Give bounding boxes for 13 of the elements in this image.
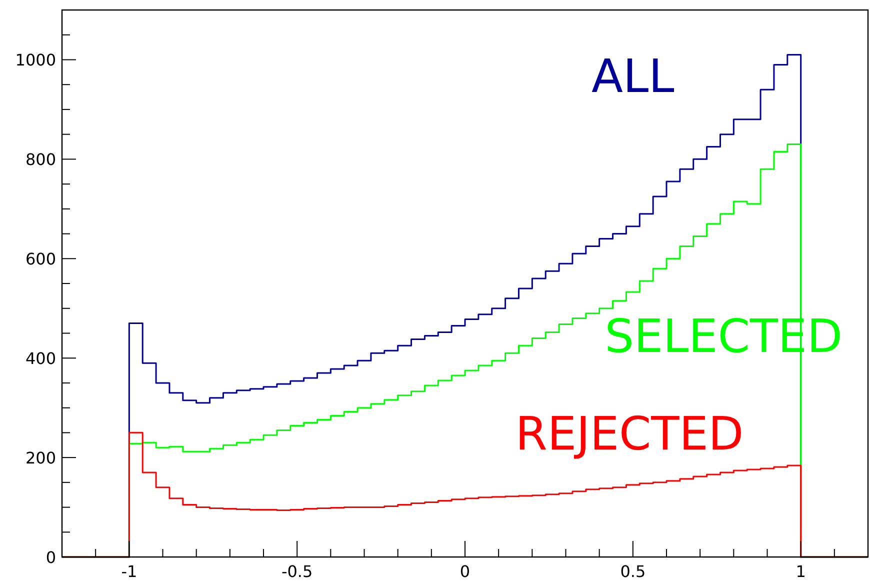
series-label: ALL [592, 49, 675, 104]
x-tick-label: 0.5 [620, 562, 646, 581]
series-label: REJECTED [515, 406, 744, 461]
x-tick-label: -1 [121, 562, 138, 581]
y-tick-label: 200 [25, 448, 56, 468]
y-tick-label: 800 [25, 150, 56, 170]
y-tick-label: 600 [25, 250, 56, 269]
y-tick-label: 400 [25, 349, 56, 368]
y-tick-label: 0 [46, 548, 56, 567]
x-tick-label: -0.5 [281, 562, 313, 581]
y-tick-label: 1000 [15, 50, 56, 70]
x-tick-label: 1 [796, 562, 806, 581]
x-tick-label: 0 [460, 562, 470, 581]
